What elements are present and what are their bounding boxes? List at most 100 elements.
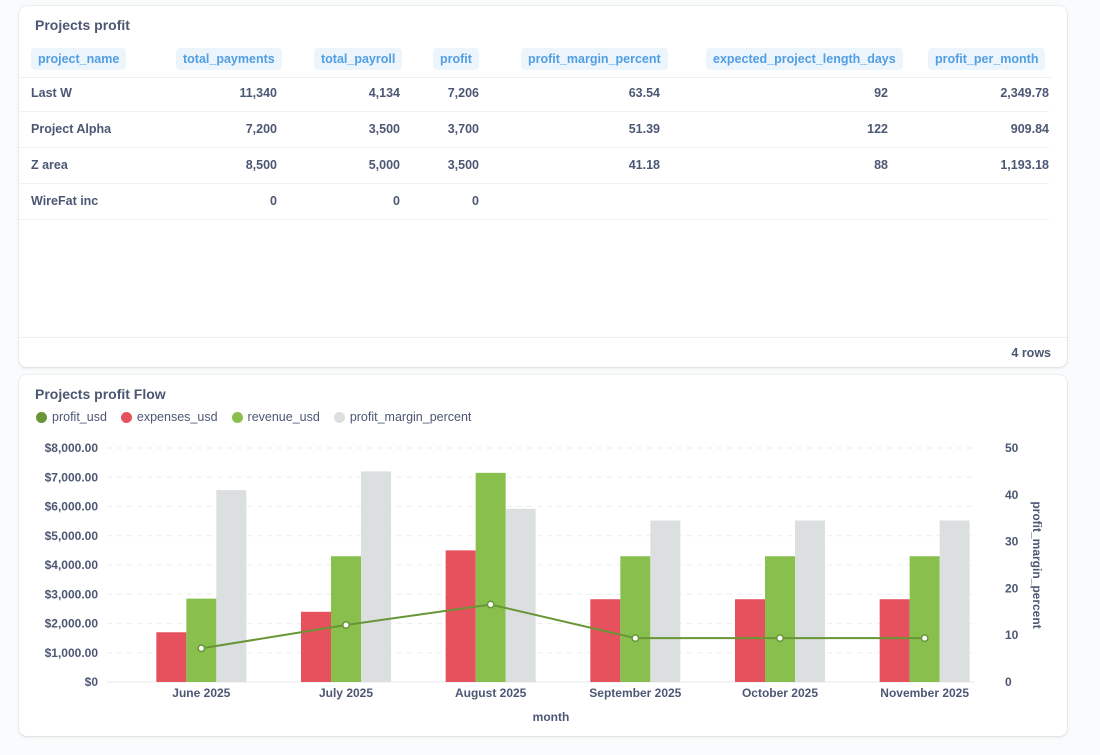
cell-project-name: WireFat inc [31,194,99,208]
y-tick-label: $4,000.00 [45,558,99,572]
cell-profit-margin-percent: 51.39 [628,122,660,136]
column-header-project-name[interactable]: project_name [31,48,127,70]
y2-tick-label: 10 [1005,628,1019,642]
column-header-total-payroll[interactable]: total_payroll [314,48,403,70]
bar-profit-margin-percent [361,471,391,682]
legend-item[interactable]: expenses_usd [120,410,218,424]
combo-chart: $0 $1,000.00 $2,000.00 $3,000.00 $4,000.00 $5… [45,441,1044,724]
y-tick-label: $2,000.00 [45,617,99,631]
table-header-row: project_name total_payments total_payrol… [19,48,1051,78]
line-profit-usd [201,603,925,650]
cell-profit-per-month: 909.84 [1010,122,1049,136]
y-tick-label: $6,000.00 [45,500,99,514]
bar-profit-margin-percent [216,490,247,682]
y2-tick-label: 0 [1005,675,1012,689]
cell-profit: 7,206 [447,86,479,100]
legend-swatch [120,411,132,423]
table-row[interactable]: Z area 8,500 5,000 3,500 41.18 88 1,193.… [19,148,1049,184]
cell-total-payroll: 5,000 [368,158,400,172]
cell-total-payments: 8,500 [245,158,277,172]
bar-profit-margin-percent [650,520,681,682]
cell-profit: 0 [472,194,479,208]
x-tick-label: June 2025 [172,686,230,700]
legend-swatch [333,411,345,423]
bar-revenue-usd [765,556,795,682]
point-profit-usd [342,621,350,629]
table-row[interactable]: WireFat inc 0 0 0 [19,184,1049,220]
y-tick-label: $8,000.00 [45,441,99,455]
bar-expenses-usd [156,632,187,682]
y2-axis-label: profit_margin_percent [1030,501,1044,628]
point-profit-usd [920,634,929,643]
y2-tick-label: 20 [1005,581,1019,595]
bar-expenses-usd [301,611,331,682]
y-tick-label: $0 [85,675,99,689]
bar-revenue-usd [186,598,217,682]
legend-item[interactable]: profit_usd [36,410,107,424]
cell-profit-per-month: 2,349.78 [1000,86,1049,100]
cell-project-name: Last W [31,86,72,100]
legend-swatch [231,411,243,423]
table-card-title[interactable]: Projects profit [35,17,130,33]
column-header-profit-per-month[interactable]: profit_per_month [928,48,1046,70]
cell-total-payments: 7,200 [245,122,277,136]
x-tick-label: October 2025 [742,686,818,700]
y-tick-label: $1,000.00 [45,646,99,660]
cell-total-payments: 0 [270,194,277,208]
bar-revenue-usd [475,472,506,682]
y2-tick-label: 40 [1005,488,1019,502]
table-row[interactable]: Last W 11,340 4,134 7,206 63.54 92 2,349… [19,76,1049,112]
y-tick-label: $7,000.00 [45,470,99,484]
y2-tick-label: 50 [1005,441,1019,455]
bar-revenue-usd [909,556,940,682]
column-header-profit-margin-percent[interactable]: profit_margin_percent [521,48,668,70]
legend-swatch [36,411,47,423]
cell-profit-per-month: 1,193.18 [1000,158,1049,172]
cell-project-name: Project Alpha [31,122,112,136]
x-tick-label: November 2025 [880,686,969,700]
column-header-expected-project-length-days[interactable]: expected_project_length_days [706,48,903,70]
table-row[interactable]: Project Alpha 7,200 3,500 3,700 51.39 12… [19,112,1049,148]
bar-revenue-usd [620,556,651,682]
bar-expenses-usd [445,550,476,682]
cell-expected-project-length-days: 88 [874,158,888,172]
legend-label: expenses_usd [136,410,218,424]
cell-profit: 3,500 [447,158,479,172]
point-profit-usd [631,634,640,643]
bar-profit-margin-percent [795,520,825,682]
legend-label: profit_usd [52,410,107,424]
point-profit-usd [197,644,206,653]
chart-card-title[interactable]: Projects profit Flow [35,386,166,402]
projects-profit-flow-card: Projects profit Flow profit_usd expenses_… [19,375,1067,736]
cell-expected-project-length-days: 92 [874,86,888,100]
legend-label: profit_margin_percent [349,410,472,424]
bar-expenses-usd [590,599,621,682]
x-tick-label: September 2025 [589,686,681,700]
chart-legend: profit_usd expenses_usd revenue_usd profit_… [36,410,471,424]
x-axis-label: month [533,710,570,724]
table-footer: 4 rows [19,337,1067,367]
cell-expected-project-length-days: 122 [867,122,888,136]
point-profit-usd [486,600,495,609]
y2-tick-label: 30 [1005,535,1019,549]
bar-expenses-usd [879,599,910,682]
cell-profit-margin-percent: 41.18 [628,158,660,172]
projects-profit-table-card: Projects profit project_name total_payme… [19,6,1067,367]
point-profit-usd [776,634,784,643]
bar-revenue-usd [331,556,361,682]
bar-expenses-usd [735,599,765,682]
column-header-profit[interactable]: profit [433,48,479,70]
y-tick-label: $5,000.00 [45,529,99,543]
bar-profit-margin-percent [939,520,970,682]
legend-label: revenue_usd [247,410,320,424]
cell-total-payroll: 0 [393,194,400,208]
cell-total-payroll: 4,134 [368,86,400,100]
cell-total-payments: 11,340 [239,86,277,100]
row-count: 4 rows [1011,346,1051,360]
column-header-total-payments[interactable]: total_payments [176,48,282,70]
legend-item[interactable]: profit_margin_percent [333,410,472,424]
legend-item[interactable]: revenue_usd [231,410,320,424]
bar-profit-margin-percent [505,508,536,682]
x-tick-label: July 2025 [319,686,373,700]
cell-profit: 3,700 [447,122,479,136]
